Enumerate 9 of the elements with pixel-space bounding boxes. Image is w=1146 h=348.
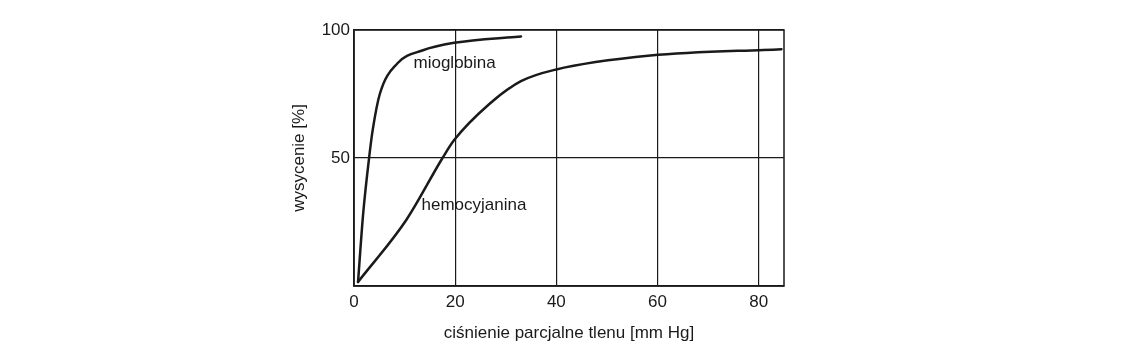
y-axis-title: wysycenie [%] xyxy=(288,104,308,213)
x-axis-title: ciśnienie parcjalne tlenu [mm Hg] xyxy=(443,323,695,343)
y-tick-label: 100 xyxy=(321,19,350,39)
x-tick-label: 40 xyxy=(546,291,566,311)
x-tick-label: 80 xyxy=(749,291,769,311)
x-tick-label: 20 xyxy=(445,291,465,311)
x-tick-label: 60 xyxy=(648,291,667,311)
x-tick-label: 0 xyxy=(349,291,359,311)
y-tick-label: 50 xyxy=(331,147,350,167)
